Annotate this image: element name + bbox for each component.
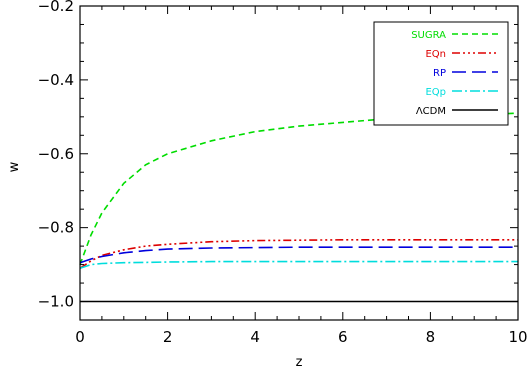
legend-label: RP	[433, 68, 446, 79]
y-tick-label: −0.4	[38, 71, 74, 89]
legend-label: EQn	[425, 49, 446, 60]
legend-label: ΛCDM	[416, 106, 446, 117]
series-line	[79, 246, 518, 264]
x-tick-label: 6	[338, 328, 348, 346]
y-tick-label: −0.8	[38, 219, 74, 237]
y-tick-label: −0.6	[38, 145, 74, 163]
y-tick-label: −0.2	[38, 0, 74, 15]
x-tick-label: 10	[508, 328, 527, 346]
legend-box	[373, 21, 509, 126]
x-tick-label: 8	[426, 328, 436, 346]
y-tick-label: −1.0	[38, 293, 74, 311]
legend-label: SUGRA	[411, 30, 446, 41]
series-layer	[79, 112, 519, 303]
x-axis-title: z	[296, 355, 303, 370]
series-line	[79, 260, 518, 270]
x-tick-label: 2	[163, 328, 173, 346]
series-line	[79, 239, 518, 269]
series-line	[79, 112, 519, 265]
ticks-layer: 0 2 4 6 8 10 −1.0 −0.8 −0.6 −0.4 −0.2	[38, 0, 528, 346]
y-axis-title: w	[7, 161, 22, 172]
x-tick-label: 0	[75, 328, 85, 346]
legend-label: EQp	[425, 87, 446, 98]
x-tick-label: 4	[250, 328, 260, 346]
legend: SUGRA EQn RP EQp ΛCDM	[373, 21, 509, 126]
